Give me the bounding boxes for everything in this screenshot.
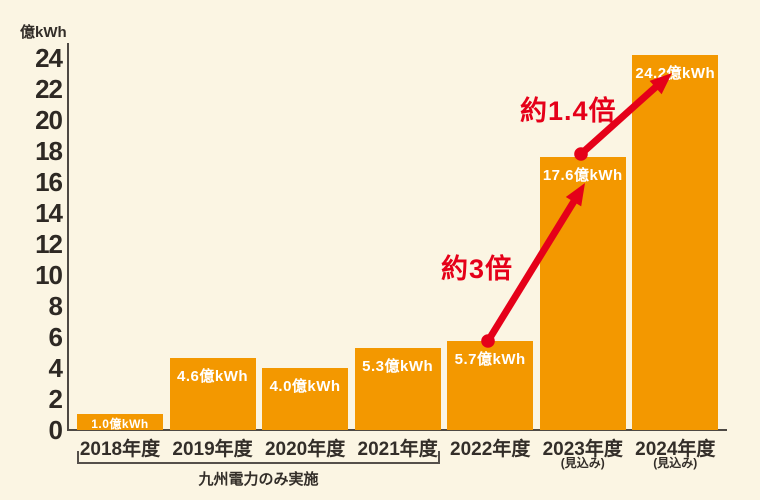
y-tick-label: 6 <box>48 321 63 352</box>
bar-value-label: 4.6億kWh <box>177 368 249 386</box>
bracket-tick-left <box>77 451 79 464</box>
x-tick-label: 2023年度 <box>542 439 623 460</box>
bar-value-label: 24.2億kWh <box>635 65 716 83</box>
annotation-1-4x: 約1.4倍 <box>520 96 617 126</box>
bar-2023年度: 17.6億kWh <box>539 157 626 431</box>
x-tick-label: 2020年度 <box>264 439 346 460</box>
bar-value-label: 17.6億kWh <box>542 167 623 185</box>
bracket-tick-right <box>438 451 440 464</box>
bracket-line <box>77 462 440 464</box>
bar-2018年度: 1.0億kWh <box>77 414 163 432</box>
x-tick-note: (見込み) <box>653 456 698 470</box>
y-tick-label: 14 <box>35 198 63 229</box>
y-tick-label: 18 <box>35 136 63 167</box>
x-tick-label: 2018年度 <box>79 439 161 460</box>
bar-value-label: 5.7億kWh <box>454 351 526 369</box>
bar-2021年度: 5.3億kWh <box>354 347 441 431</box>
bar-value-label: 1.0億kWh <box>91 417 149 432</box>
bracket-label: 九州電力のみ実施 <box>198 471 319 488</box>
bar-2022年度: 5.7億kWh <box>447 341 534 431</box>
x-tick-label: 2021年度 <box>357 439 438 460</box>
bar-value-label: 5.3億kWh <box>362 357 434 375</box>
bar-2020年度: 4.0億kWh <box>262 367 349 431</box>
bar-2024年度: 24.2億kWh <box>632 55 719 431</box>
y-tick-label: 2 <box>48 383 63 414</box>
y-tick-label: 8 <box>48 290 63 321</box>
x-tick-label: 2022年度 <box>450 439 531 460</box>
annotation-3x: 約3倍 <box>441 254 514 284</box>
x-tick-label: 2024年度 <box>635 439 716 460</box>
y-tick-label: 24 <box>35 43 63 74</box>
y-axis-unit-label: 億kWh <box>20 24 67 41</box>
y-tick-label: 20 <box>35 105 63 136</box>
y-tick-label: 4 <box>48 352 63 383</box>
y-tick-label: 10 <box>35 259 63 290</box>
x-tick-note: (見込み) <box>560 456 605 470</box>
bar-2019年度: 4.6億kWh <box>169 358 256 431</box>
y-axis-line <box>67 43 69 431</box>
bar-value-label: 4.0億kWh <box>269 377 341 395</box>
y-tick-label: 0 <box>48 414 63 445</box>
y-tick-label: 12 <box>35 228 63 259</box>
x-tick-label: 2019年度 <box>172 439 253 460</box>
y-tick-label: 22 <box>35 74 63 105</box>
y-tick-label: 16 <box>35 167 63 198</box>
